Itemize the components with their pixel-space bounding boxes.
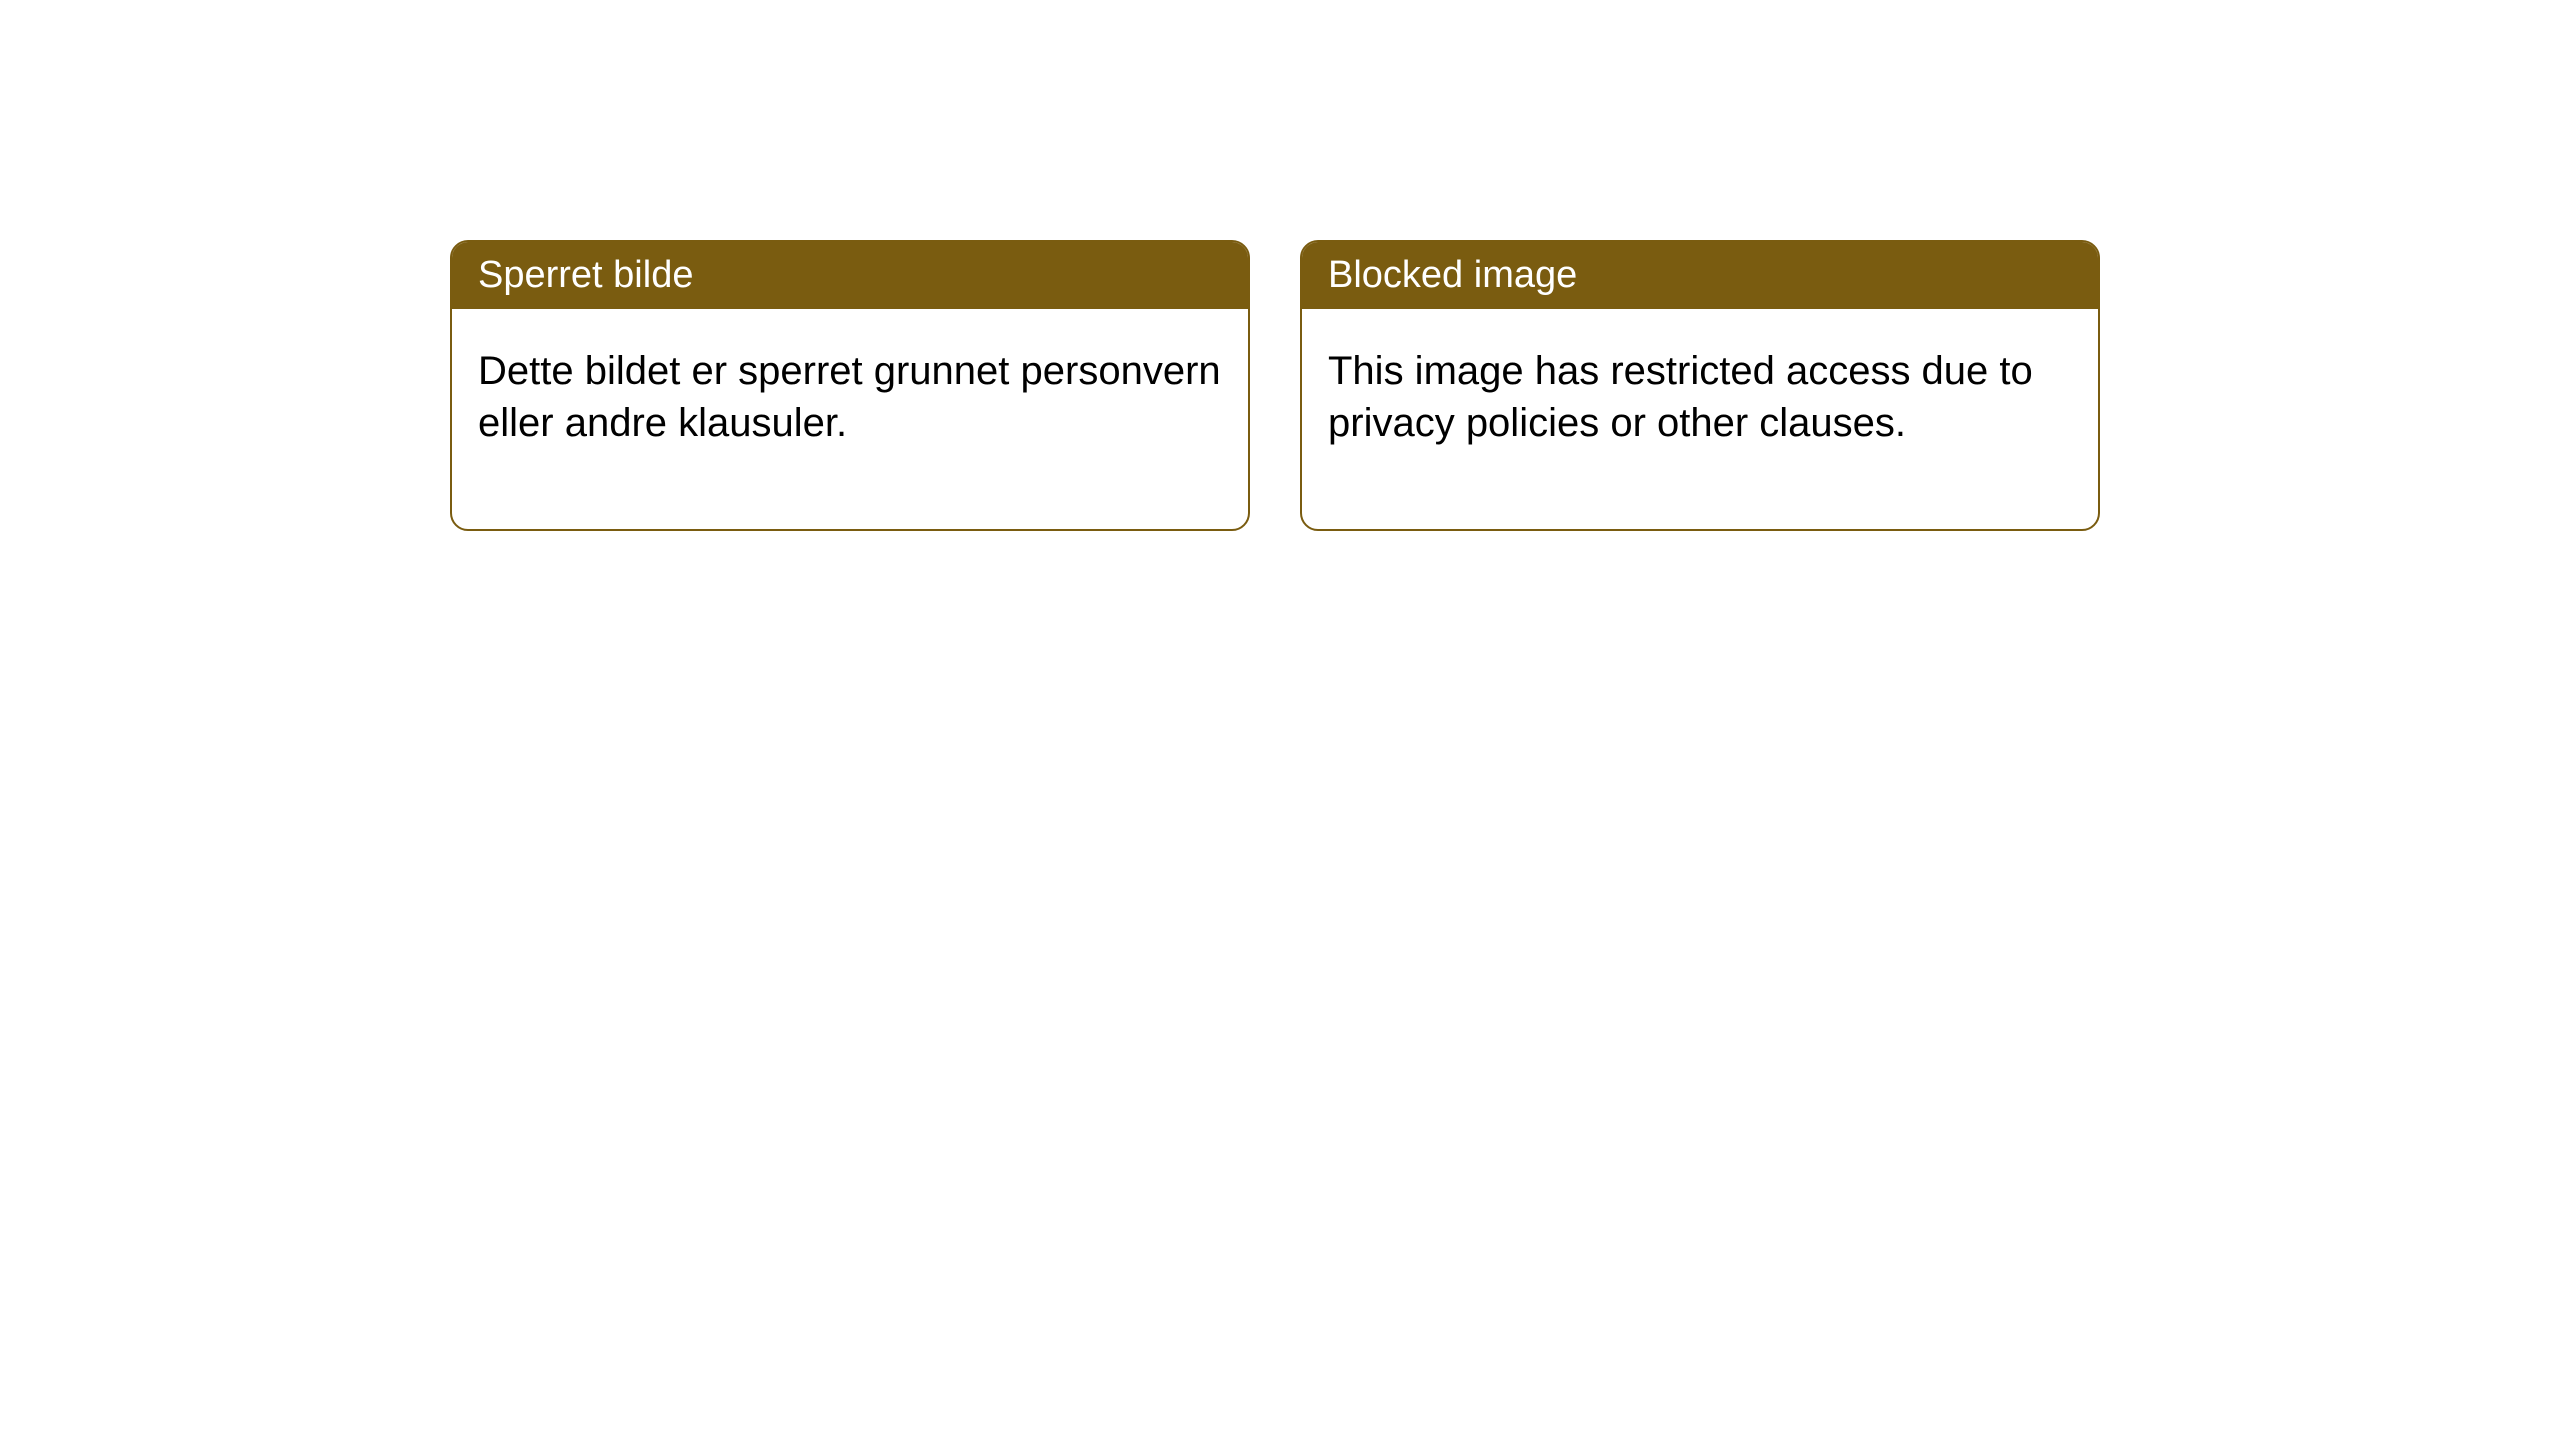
notice-header-text: Blocked image — [1328, 254, 1577, 296]
notice-body: This image has restricted access due to … — [1302, 309, 2098, 529]
notice-container: Sperret bilde Dette bildet er sperret gr… — [450, 240, 2100, 531]
notice-header-text: Sperret bilde — [478, 254, 693, 296]
notice-body: Dette bildet er sperret grunnet personve… — [452, 309, 1248, 529]
notice-card-norwegian: Sperret bilde Dette bildet er sperret gr… — [450, 240, 1250, 531]
notice-header: Blocked image — [1302, 242, 2098, 309]
notice-body-text: This image has restricted access due to … — [1328, 349, 2033, 445]
notice-header: Sperret bilde — [452, 242, 1248, 309]
notice-card-english: Blocked image This image has restricted … — [1300, 240, 2100, 531]
notice-body-text: Dette bildet er sperret grunnet personve… — [478, 349, 1221, 445]
